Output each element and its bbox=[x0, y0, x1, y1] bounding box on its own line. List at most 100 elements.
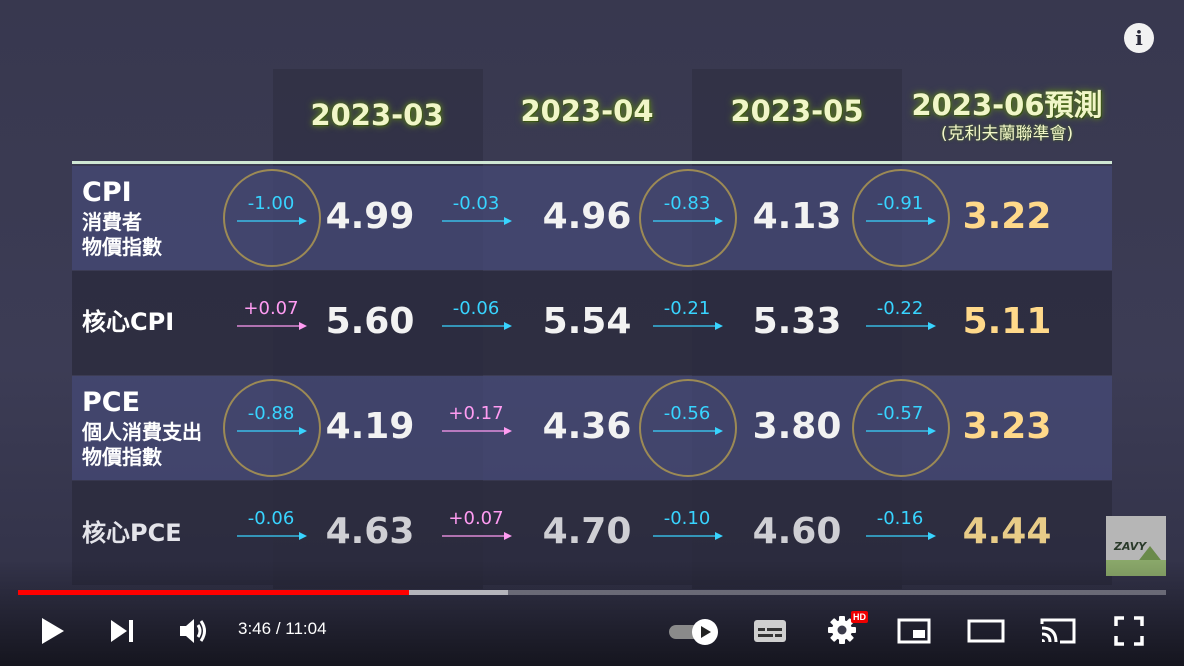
time-separator: / bbox=[271, 619, 286, 638]
change-arrow-icon bbox=[653, 217, 723, 225]
delta-pce-4: -0.57 bbox=[876, 403, 924, 424]
change-arrow-icon bbox=[237, 322, 307, 330]
value-cpi-2: 4.96 bbox=[542, 196, 632, 237]
value-pce-1: 4.19 bbox=[325, 406, 415, 447]
theater-mode-icon bbox=[967, 619, 1005, 643]
settings-icon bbox=[828, 616, 856, 644]
row-label-pce-sub-1: 個人消費支出 bbox=[82, 419, 202, 444]
change-arrow-icon bbox=[653, 532, 723, 540]
volume-icon bbox=[180, 619, 206, 643]
cast-icon bbox=[1040, 618, 1076, 644]
change-arrow-icon bbox=[237, 217, 307, 225]
row-label-core-pce-main: 核心PCE bbox=[82, 519, 182, 547]
row-label-core-cpi-main: 核心CPI bbox=[82, 308, 175, 336]
row-label-cpi-sub-2: 物價指數 bbox=[82, 234, 162, 259]
value-core-pce-1: 4.63 bbox=[325, 511, 415, 552]
change-arrow-icon bbox=[237, 532, 307, 540]
next-icon bbox=[111, 620, 133, 642]
delta-core-cpi-1: +0.07 bbox=[243, 298, 299, 319]
delta-core-pce-3: -0.10 bbox=[663, 508, 711, 529]
mountain-icon bbox=[1136, 546, 1164, 564]
row-label-core-pce: 核心PCE bbox=[82, 518, 182, 548]
row-label-core-cpi: 核心CPI bbox=[82, 307, 174, 337]
delta-pce-1: -0.88 bbox=[247, 403, 295, 424]
row-label-pce-main: PCE bbox=[82, 387, 141, 418]
column-header-2023-05: 2023-05 bbox=[730, 94, 864, 128]
change-arrow-icon bbox=[653, 322, 723, 330]
row-label-cpi-sub-1: 消費者 bbox=[82, 209, 142, 234]
change-arrow-icon bbox=[653, 427, 723, 435]
time-display: 3:46 / 11:04 bbox=[238, 619, 327, 639]
highlight-circle bbox=[639, 169, 737, 267]
hd-badge: HD bbox=[851, 611, 868, 623]
value-core-cpi-3: 5.33 bbox=[752, 301, 842, 342]
value-cpi-1: 4.99 bbox=[325, 196, 415, 237]
table-row-core-cpi bbox=[72, 271, 1112, 375]
value-core-cpi-4: 5.11 bbox=[962, 301, 1052, 342]
change-arrow-icon bbox=[866, 532, 936, 540]
value-cpi-3: 4.13 bbox=[752, 196, 842, 237]
value-core-cpi-1: 5.60 bbox=[325, 301, 415, 342]
settings-button[interactable] bbox=[826, 614, 858, 646]
progress-bar[interactable] bbox=[18, 590, 1166, 595]
delta-core-pce-1: -0.06 bbox=[247, 508, 295, 529]
progress-played bbox=[18, 590, 410, 595]
change-arrow-icon bbox=[866, 322, 936, 330]
change-arrow-icon bbox=[442, 427, 512, 435]
change-arrow-icon bbox=[442, 532, 512, 540]
column-header-2023-03: 2023-03 bbox=[310, 98, 444, 132]
highlight-circle bbox=[852, 379, 950, 477]
row-label-pce: PCE 個人消費支出 物價指數 bbox=[82, 386, 202, 470]
row-label-cpi: CPI 消費者 物價指數 bbox=[82, 176, 162, 260]
highlight-circle bbox=[852, 169, 950, 267]
volume-button[interactable] bbox=[177, 616, 211, 646]
fullscreen-button[interactable] bbox=[1112, 614, 1146, 648]
info-icon[interactable]: i bbox=[1124, 23, 1154, 53]
cast-button[interactable] bbox=[1038, 615, 1078, 647]
controls-gradient bbox=[0, 560, 1184, 666]
change-arrow-icon bbox=[866, 427, 936, 435]
column-header-2023-04: 2023-04 bbox=[520, 94, 654, 128]
value-core-cpi-2: 5.54 bbox=[542, 301, 632, 342]
value-pce-4: 3.23 bbox=[962, 406, 1052, 447]
delta-cpi-3: -0.83 bbox=[663, 193, 711, 214]
value-cpi-4: 3.22 bbox=[962, 196, 1052, 237]
current-time: 3:46 bbox=[238, 619, 272, 638]
delta-core-pce-4: -0.16 bbox=[876, 508, 924, 529]
duration: 11:04 bbox=[285, 619, 327, 638]
delta-cpi-1: -1.00 bbox=[247, 193, 295, 214]
delta-core-pce-2: +0.07 bbox=[448, 508, 504, 529]
change-arrow-icon bbox=[442, 322, 512, 330]
value-core-pce-3: 4.60 bbox=[752, 511, 842, 552]
autoplay-toggle-icon bbox=[669, 619, 718, 645]
delta-pce-3: -0.56 bbox=[663, 403, 711, 424]
subtitles-button[interactable] bbox=[752, 617, 788, 645]
miniplayer-icon bbox=[897, 618, 931, 644]
highlight-circle bbox=[639, 379, 737, 477]
play-button[interactable] bbox=[38, 615, 68, 647]
delta-pce-2: +0.17 bbox=[448, 403, 504, 424]
column-header-2023-06-forecast: 2023-06預測 bbox=[911, 88, 1103, 122]
header-divider bbox=[72, 161, 1112, 164]
column-subheader-cleveland-fed: (克利夫蘭聯準會) bbox=[940, 124, 1074, 144]
change-arrow-icon bbox=[866, 217, 936, 225]
next-button[interactable] bbox=[108, 617, 138, 645]
watermark-text: ZAVY bbox=[1114, 540, 1147, 553]
value-core-pce-4: 4.44 bbox=[962, 511, 1052, 552]
delta-cpi-2: -0.03 bbox=[452, 193, 500, 214]
subtitles-icon bbox=[754, 620, 786, 642]
change-arrow-icon bbox=[237, 427, 307, 435]
play-icon bbox=[42, 618, 64, 644]
value-pce-2: 4.36 bbox=[542, 406, 632, 447]
delta-core-cpi-4: -0.22 bbox=[876, 298, 924, 319]
delta-core-cpi-3: -0.21 bbox=[663, 298, 711, 319]
fullscreen-icon bbox=[1114, 616, 1144, 646]
row-label-pce-sub-2: 物價指數 bbox=[82, 444, 162, 469]
delta-cpi-4: -0.91 bbox=[876, 193, 924, 214]
miniplayer-button[interactable] bbox=[896, 617, 932, 645]
autoplay-toggle[interactable] bbox=[668, 618, 722, 646]
row-label-cpi-main: CPI bbox=[82, 177, 132, 208]
delta-core-cpi-2: -0.06 bbox=[452, 298, 500, 319]
theater-mode-button[interactable] bbox=[966, 617, 1006, 645]
